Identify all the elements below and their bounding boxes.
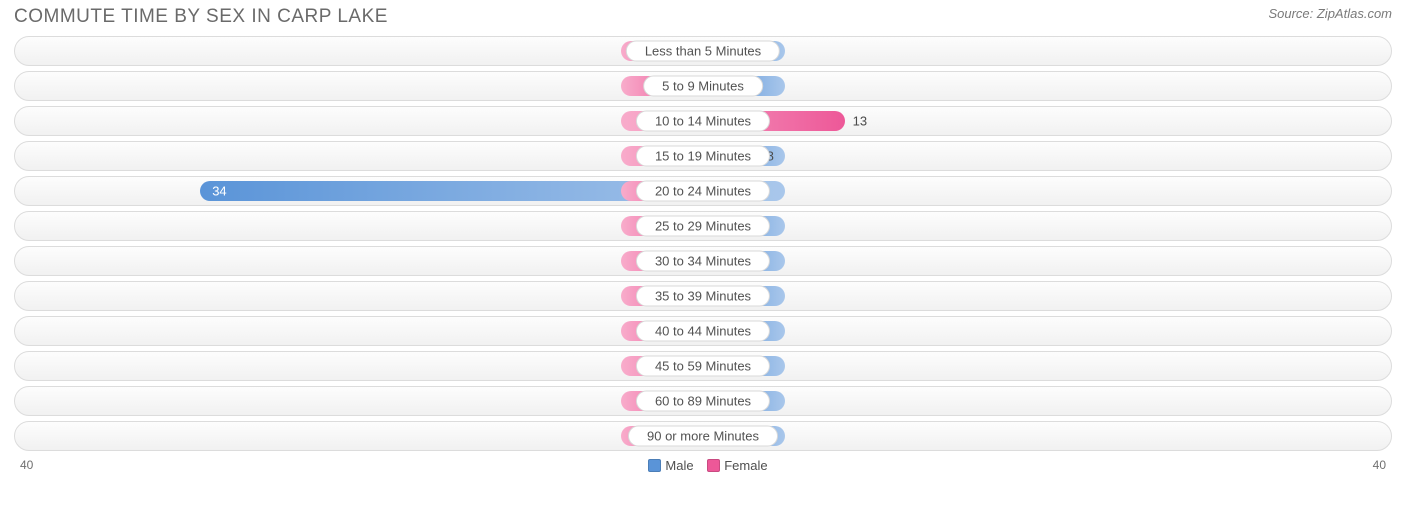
row-label: 30 to 34 Minutes — [636, 251, 770, 272]
row-label: 90 or more Minutes — [628, 426, 778, 447]
row-label: Less than 5 Minutes — [626, 41, 780, 62]
female-swatch-icon — [707, 459, 720, 472]
chart-row: 0430 to 34 Minutes — [14, 246, 1392, 276]
row-label: 10 to 14 Minutes — [636, 111, 770, 132]
chart-row: 4160 to 89 Minutes — [14, 386, 1392, 416]
row-label: 45 to 59 Minutes — [636, 356, 770, 377]
chart-row: 4035 to 39 Minutes — [14, 281, 1392, 311]
header: COMMUTE TIME BY SEX IN CARP LAKE Source:… — [0, 0, 1406, 32]
row-label: 20 to 24 Minutes — [636, 181, 770, 202]
row-label: 15 to 19 Minutes — [636, 146, 770, 167]
chart-row: 0090 or more Minutes — [14, 421, 1392, 451]
legend-female-label: Female — [724, 458, 767, 473]
female-value: 13 — [853, 114, 867, 129]
chart-title: COMMUTE TIME BY SEX IN CARP LAKE — [14, 6, 388, 28]
chart-row: 00Less than 5 Minutes — [14, 36, 1392, 66]
chart-row: 0645 to 59 Minutes — [14, 351, 1392, 381]
male-swatch-icon — [648, 459, 661, 472]
chart-area: 00Less than 5 Minutes405 to 9 Minutes313… — [0, 32, 1406, 451]
legend-male-label: Male — [665, 458, 693, 473]
legend: Male Female — [14, 458, 1392, 473]
chart-row: 34020 to 24 Minutes — [14, 176, 1392, 206]
source-label: Source: ZipAtlas.com — [1268, 6, 1392, 21]
chart-row: 405 to 9 Minutes — [14, 71, 1392, 101]
chart-row: 0140 to 44 Minutes — [14, 316, 1392, 346]
male-value: 34 — [212, 184, 226, 199]
footer: 40 Male Female 40 — [0, 456, 1406, 480]
row-label: 5 to 9 Minutes — [643, 76, 763, 97]
row-label: 35 to 39 Minutes — [636, 286, 770, 307]
axis-max-right: 40 — [1373, 458, 1386, 472]
row-label: 25 to 29 Minutes — [636, 216, 770, 237]
row-label: 40 to 44 Minutes — [636, 321, 770, 342]
row-label: 60 to 89 Minutes — [636, 391, 770, 412]
chart-row: 3815 to 19 Minutes — [14, 141, 1392, 171]
chart-row: 31310 to 14 Minutes — [14, 106, 1392, 136]
chart-row: 0025 to 29 Minutes — [14, 211, 1392, 241]
axis-max-left: 40 — [20, 458, 33, 472]
